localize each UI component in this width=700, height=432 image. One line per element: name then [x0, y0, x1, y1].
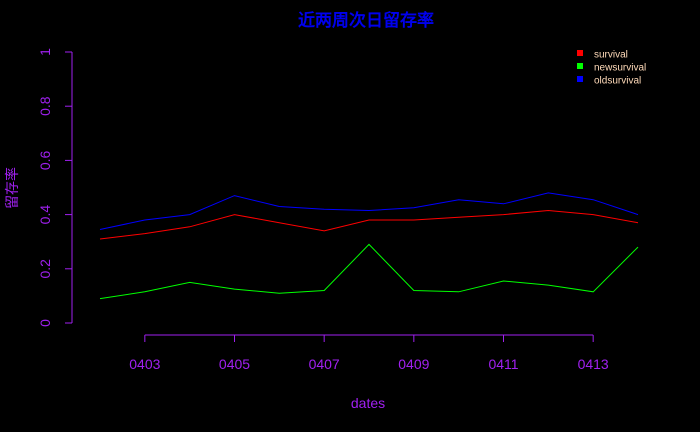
- y-tick-label: 0.2: [37, 259, 53, 279]
- y-axis: 0 0.2 0.4 0.6 0.8 1: [37, 48, 73, 327]
- y-tick-label: 1: [37, 48, 53, 56]
- y-tick-label: 0.4: [37, 205, 53, 225]
- x-tick-label: 0413: [578, 356, 609, 372]
- y-tick-label: 0.6: [37, 150, 53, 170]
- x-axis: 0403 0405 0407 0409 0411 0413: [129, 334, 609, 372]
- y-tick-label: 0: [37, 319, 53, 327]
- series-line-newsurvival: [99, 243, 639, 300]
- x-axis-label: dates: [351, 395, 385, 411]
- legend-label-newsurvival: newsurvival: [594, 63, 646, 74]
- x-tick-label: 0411: [488, 356, 518, 372]
- legend-label-oldsurvival: oldsurvival: [594, 76, 641, 87]
- series-line-oldsurvival: [99, 192, 639, 230]
- legend-swatch-oldsurvival: [577, 76, 583, 82]
- chart-title: 近两周次日留存率: [298, 10, 434, 31]
- y-tick-label: 0.8: [37, 96, 53, 116]
- x-tick-label: 0405: [219, 356, 250, 372]
- legend-swatch-survival: [577, 50, 583, 56]
- legend-label-survival: survival: [594, 50, 628, 61]
- legend: survival newsurvival oldsurvival: [577, 50, 646, 87]
- x-tick-label: 0407: [309, 356, 340, 372]
- x-tick-label: 0403: [129, 356, 160, 372]
- series-line-survival: [99, 209, 639, 240]
- legend-swatch-newsurvival: [577, 63, 583, 69]
- x-tick-label: 0409: [398, 356, 429, 372]
- series-lines: [99, 192, 639, 300]
- y-axis-label: 留存率: [4, 167, 20, 209]
